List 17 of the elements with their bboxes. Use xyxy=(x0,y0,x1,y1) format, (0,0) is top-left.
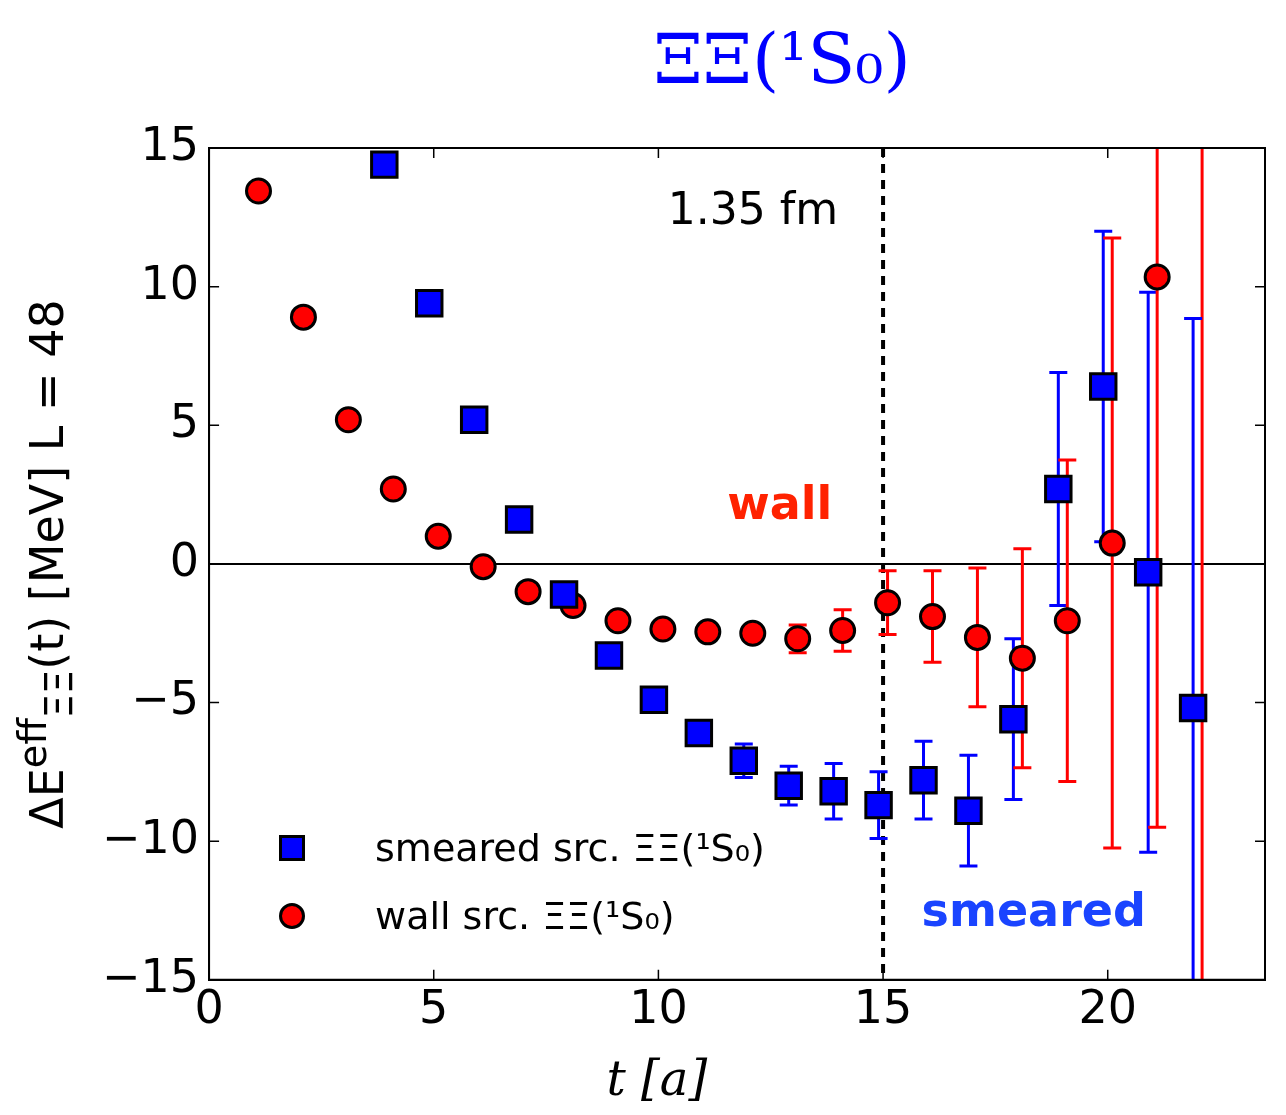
chart-title: ΞΞ(¹S₀) xyxy=(653,18,911,100)
y-tick-label: 5 xyxy=(169,394,200,449)
ref-line-label: 1.35 fm xyxy=(667,183,839,235)
x-tick-label: 20 xyxy=(1078,980,1138,1035)
y-tick-label: 15 xyxy=(140,116,200,171)
annotation: smeared xyxy=(921,883,1146,938)
legend-label: wall src. ΞΞ(¹S₀) xyxy=(375,893,675,938)
y-tick-label: −10 xyxy=(102,810,200,865)
y-tick-label: 10 xyxy=(140,255,200,310)
x-tick-label: 15 xyxy=(853,980,913,1035)
y-tick-label: −5 xyxy=(131,671,200,726)
x-tick-label: 10 xyxy=(629,980,688,1035)
x-axis-title: t [a] xyxy=(606,1050,708,1106)
x-tick-label: 5 xyxy=(419,980,449,1035)
legend-label: smeared src. ΞΞ(¹S₀) xyxy=(375,825,765,870)
y-tick-label: 0 xyxy=(169,532,200,587)
annotation: wall xyxy=(727,475,833,530)
